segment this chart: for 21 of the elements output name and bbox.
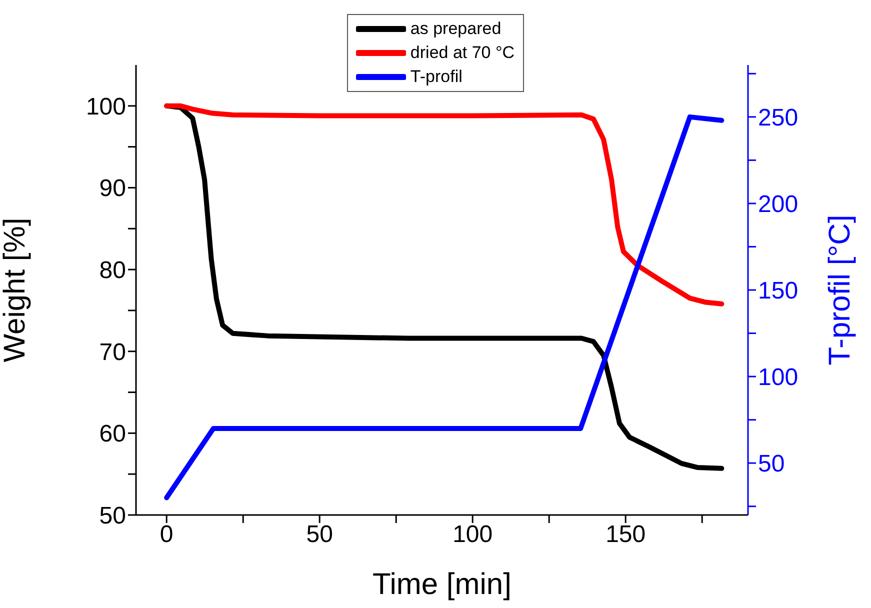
y2-tick-label: 50 (758, 450, 785, 478)
y2-axis-title: T-profil [°C] (824, 214, 857, 366)
y-tick-label: 100 (86, 93, 126, 120)
y2-tick-label: 100 (758, 364, 798, 392)
y-axis-title: Weight [%] (0, 218, 32, 362)
x-tick-label: 50 (306, 521, 333, 548)
y2-tick-label: 200 (758, 190, 798, 218)
x-tick-label: 0 (160, 521, 174, 548)
y-tick-label: 70 (99, 338, 126, 366)
legend-label: T-profil (410, 67, 462, 87)
x-tick-label: 100 (452, 521, 493, 548)
x-axis-title: Time [min] (372, 568, 512, 601)
y2-tick-label: 150 (758, 278, 798, 305)
y2-tick-label: 250 (758, 104, 798, 132)
y-tick-label: 80 (99, 257, 126, 284)
y-tick-label: 50 (99, 502, 126, 530)
legend-label: as prepared (410, 19, 502, 39)
x-tick-label: 150 (606, 521, 646, 548)
legend-label: dried at 70 °C (410, 43, 515, 63)
y-tick-label: 60 (99, 420, 126, 448)
y-tick-label: 90 (99, 175, 126, 202)
